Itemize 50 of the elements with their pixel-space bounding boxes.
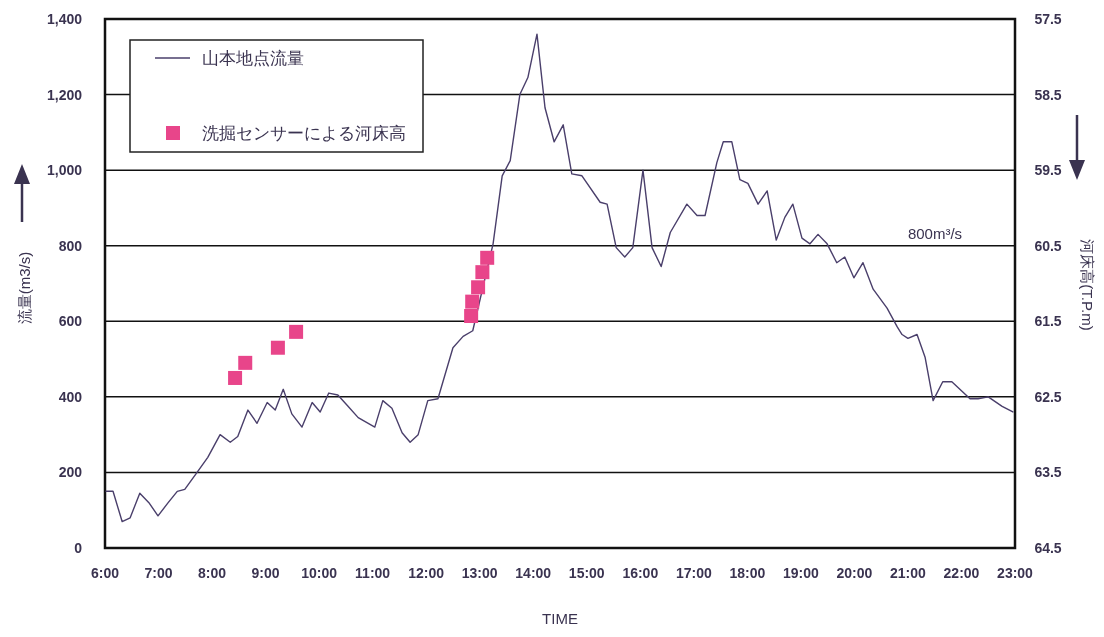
point (471, 280, 486, 295)
x-tick-label: 13:00 (461, 565, 498, 581)
y2-tick-label: 64.5 (1034, 540, 1062, 556)
y-tick-label: 1,400 (46, 11, 83, 27)
point (465, 294, 480, 309)
point (289, 324, 304, 339)
y2-tick-label: 63.5 (1034, 464, 1062, 481)
x-tick-label: 20:00 (836, 565, 873, 581)
legend-label: 洗掘センサーによる河床高 (202, 124, 406, 143)
y2-tick-label: 60.5 (1034, 237, 1062, 254)
y-axis-title: 流量(m3/s) (16, 251, 33, 325)
x-tick-label: 9:00 (251, 565, 280, 581)
x-tick-label: 19:00 (782, 565, 819, 581)
x-tick-label: 16:00 (622, 565, 659, 581)
x-tick-label: 11:00 (355, 565, 391, 581)
y2-tick-label: 57.5 (1034, 11, 1062, 27)
y-tick-label: 600 (58, 313, 83, 330)
x-tick-label: 7:00 (144, 565, 173, 581)
y2-axis-title: 河床高(T.P.m) (1079, 239, 1096, 331)
y-tick-label: 200 (58, 464, 83, 481)
x-tick-label: 21:00 (890, 565, 927, 581)
x-tick-label: 23:00 (997, 565, 1034, 581)
y2-tick-label: 58.5 (1034, 86, 1062, 103)
point (475, 265, 490, 280)
x-tick-label: 10:00 (301, 565, 338, 581)
x-axis-title: TIME (542, 610, 578, 627)
x-tick-label: 17:00 (675, 565, 712, 581)
x-tick-label: 12:00 (408, 565, 445, 581)
point (480, 250, 495, 265)
point (228, 370, 243, 385)
point (270, 340, 285, 355)
point (464, 309, 479, 323)
y-tick-label: 1,200 (46, 86, 83, 103)
point (238, 355, 253, 370)
x-tick-label: 18:00 (729, 565, 766, 581)
y-tick-label: 0 (74, 540, 83, 556)
x-tick-label: 6:00 (90, 565, 120, 581)
y2-tick-label: 61.5 (1034, 313, 1062, 330)
y-tick-label: 800 (58, 237, 83, 254)
x-tick-label: 14:00 (515, 565, 552, 581)
y-tick-label: 400 (58, 388, 83, 405)
line-series (105, 33, 1014, 523)
x-tick-label: 22:00 (943, 565, 980, 581)
y2-tick-label: 62.5 (1034, 388, 1062, 405)
legend-label: 山本地点流量 (202, 49, 304, 68)
x-tick-label: 15:00 (568, 565, 605, 581)
y-tick-label: 1,000 (46, 162, 83, 179)
y2-tick-label: 59.5 (1034, 162, 1062, 179)
x-tick-label: 8:00 (198, 565, 227, 581)
annotation: 800m³/s (907, 225, 963, 242)
